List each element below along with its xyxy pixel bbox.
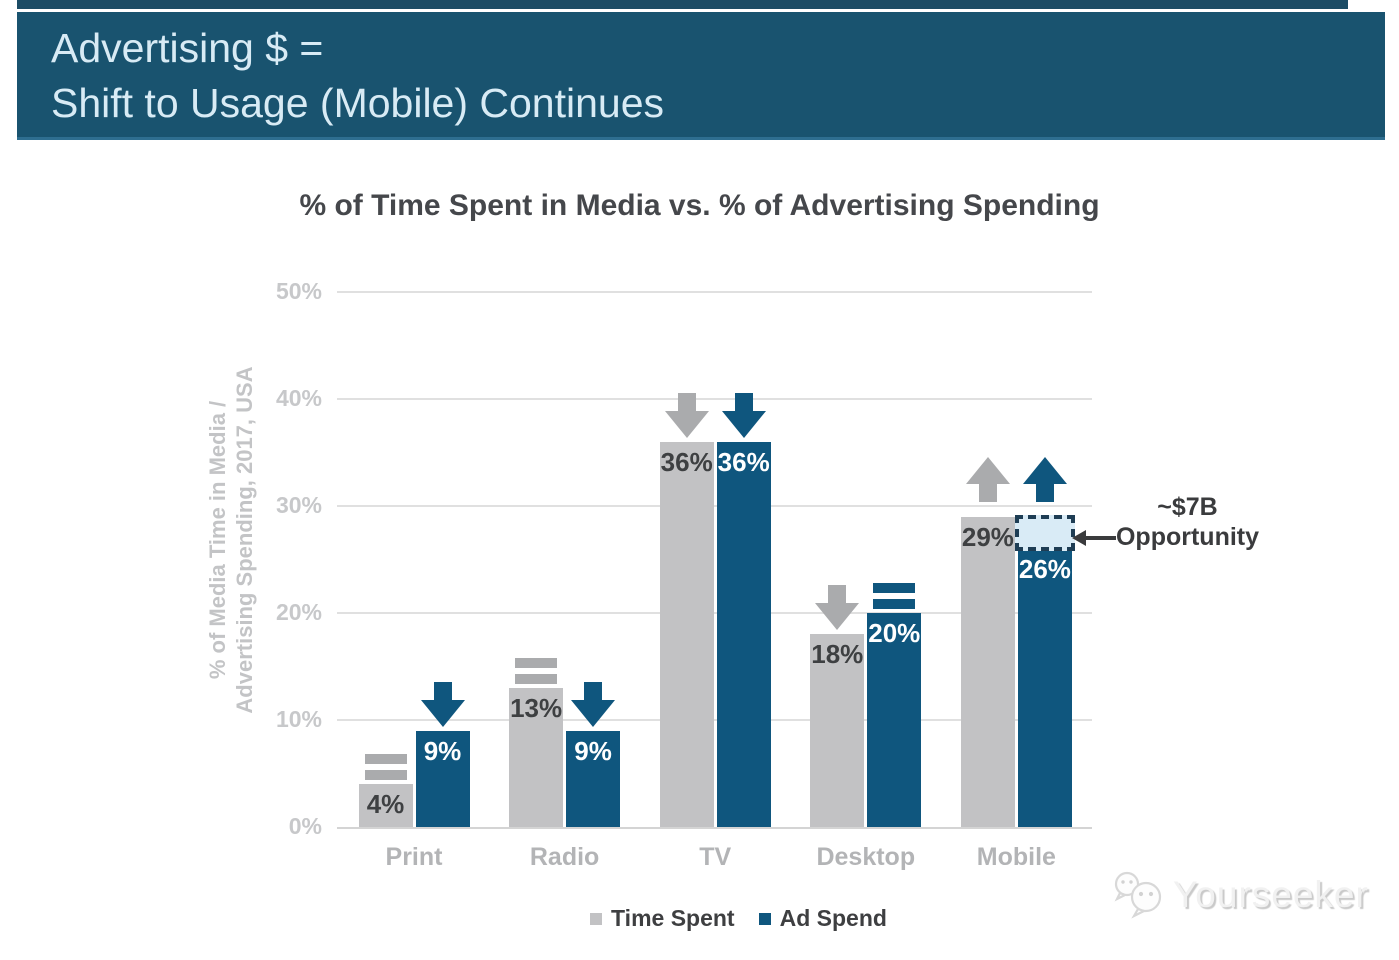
bar-value-label: 36% <box>717 446 770 477</box>
trend-up-icon <box>1022 456 1068 502</box>
slide-title-bar: Advertising $ = Shift to Usage (Mobile) … <box>17 12 1385 140</box>
bar-tv-ad-spend <box>716 441 771 827</box>
opportunity-annotation-line1: ~$7B <box>1157 493 1218 521</box>
trend-down-icon <box>570 681 616 727</box>
left-arrow-icon <box>1072 528 1116 548</box>
trend-down-icon <box>814 585 860 631</box>
chat-bubbles-icon <box>1110 868 1168 922</box>
bar-print-ad-spend <box>415 730 470 827</box>
trend-flat-icon <box>873 583 916 609</box>
gridline <box>337 505 1092 507</box>
opportunity-box <box>1014 514 1075 551</box>
watermark-text: Yourseeker <box>1173 874 1369 915</box>
time-spent-swatch-icon <box>590 912 603 925</box>
y-tick-label: 50% <box>275 278 322 304</box>
legend-label-ad-spend: Ad Spend <box>779 905 887 931</box>
bar-mobile-ad-spend <box>1017 548 1072 827</box>
x-category-label: Radio <box>529 843 600 871</box>
bar-tv-time-spent <box>659 441 714 827</box>
x-category-label: Mobile <box>976 843 1056 871</box>
trend-down-icon <box>664 392 710 438</box>
opportunity-annotation-line2: Opportunity <box>1115 523 1260 551</box>
trend-flat-icon <box>515 657 558 684</box>
trend-down-icon <box>721 392 767 438</box>
trend-flat-icon <box>364 754 407 781</box>
x-axis-line <box>337 827 1092 829</box>
bar-value-label: 4% <box>366 789 405 820</box>
bar-value-label: 29% <box>961 521 1014 552</box>
bar-value-label: 18% <box>811 639 864 670</box>
bar-value-label: 26% <box>1018 553 1071 584</box>
y-tick-label: 30% <box>275 492 322 518</box>
chart-legend: Time Spent Ad Spend <box>39 905 1399 932</box>
watermark: Yourseeker <box>1110 868 1369 922</box>
gridline <box>337 612 1092 614</box>
y-tick-label: 20% <box>275 599 322 625</box>
opportunity-annotation: ~$7B Opportunity <box>1100 492 1275 552</box>
bar-value-label: 20% <box>868 618 921 648</box>
x-category-label: TV <box>699 843 732 871</box>
x-category-label: Desktop <box>816 843 916 871</box>
y-tick-label: 0% <box>288 813 322 839</box>
y-tick-label: 40% <box>275 385 322 411</box>
legend-label-time-spent: Time Spent <box>611 905 735 931</box>
legend-item-time-spent: Time Spent <box>590 905 735 932</box>
y-tick-label: 10% <box>275 706 322 732</box>
legend-item-ad-spend: Ad Spend <box>758 905 887 932</box>
chart-title: % of Time Spent in Media vs. % of Advert… <box>299 189 1100 222</box>
bar-value-label: 36% <box>660 446 713 477</box>
bar-radio-time-spent <box>509 687 564 827</box>
x-category-label: Print <box>385 843 443 871</box>
bar-desktop-ad-spend <box>867 613 922 827</box>
bar-mobile-time-spent <box>960 516 1015 827</box>
bar-value-label: 9% <box>423 735 462 766</box>
ad-spend-swatch-icon <box>758 912 771 925</box>
bar-print-time-spent <box>358 784 413 827</box>
gridline <box>337 719 1092 721</box>
slide-title-line1: Advertising $ = <box>51 25 324 71</box>
bar-value-label: 9% <box>574 735 612 766</box>
slide-top-strip <box>17 0 1348 9</box>
bar-value-label: 13% <box>510 692 563 723</box>
trend-up-icon <box>965 456 1011 502</box>
trend-down-icon <box>420 681 466 727</box>
gridline <box>337 398 1092 400</box>
bar-desktop-time-spent <box>810 634 865 827</box>
slide-title-line2: Shift to Usage (Mobile) Continues <box>51 80 665 126</box>
bar-radio-ad-spend <box>566 730 621 827</box>
gridline <box>337 291 1092 293</box>
